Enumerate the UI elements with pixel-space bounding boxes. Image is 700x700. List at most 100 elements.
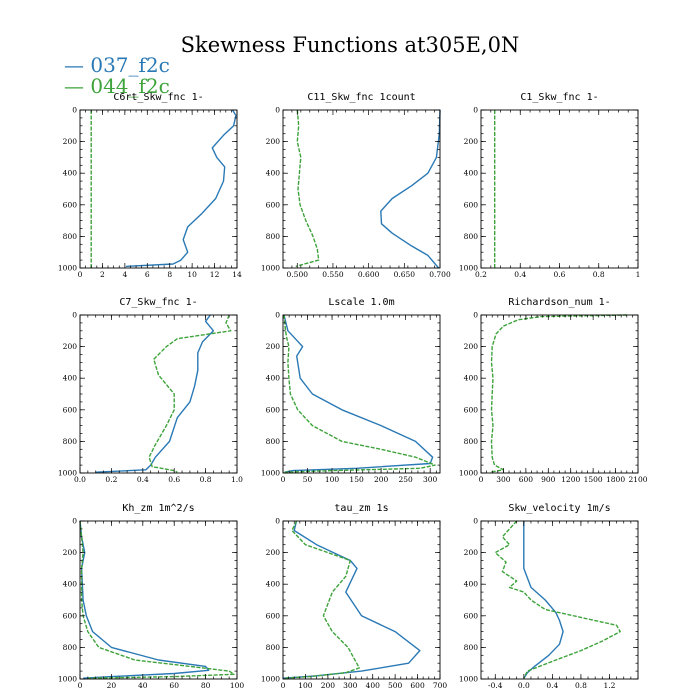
plot-frame bbox=[79, 109, 238, 269]
series-line-044_f2c bbox=[494, 520, 621, 679]
x-tick-label: 700 bbox=[433, 681, 448, 690]
x-tick-label: 80 bbox=[201, 681, 211, 690]
x-tick-label: 0.8 bbox=[593, 270, 605, 279]
x-tick-label: 20 bbox=[107, 681, 117, 690]
x-tick-label: 0.4 bbox=[514, 270, 526, 279]
y-tick-label: 0 bbox=[72, 106, 77, 115]
x-tick-label: 0.2 bbox=[105, 475, 117, 484]
y-tick-label: 1000 bbox=[261, 675, 280, 684]
x-tick-label: 0.6 bbox=[554, 270, 566, 279]
panel-title: C1_Skw_fnc 1- bbox=[520, 92, 598, 103]
y-tick-label: 600 bbox=[266, 611, 281, 620]
y-tick-label: 200 bbox=[266, 137, 281, 146]
x-tick-label: 0.4 bbox=[546, 681, 558, 690]
y-tick-label: 0 bbox=[473, 311, 478, 320]
y-tick-label: 600 bbox=[464, 405, 479, 414]
x-tick-label: 50 bbox=[303, 475, 313, 484]
x-tick-label: 40 bbox=[138, 681, 148, 690]
panel-title: tau_zm 1s bbox=[334, 503, 388, 514]
series-line-037_f2c bbox=[523, 521, 564, 679]
x-tick-label: 300 bbox=[496, 475, 511, 484]
plot-frame bbox=[282, 109, 441, 269]
series-line-044_f2c bbox=[283, 314, 436, 473]
x-tick-label: 4 bbox=[122, 270, 127, 279]
y-tick-label: 1000 bbox=[459, 675, 478, 684]
y-tick-label: 1000 bbox=[58, 264, 77, 273]
x-tick-label: 1200 bbox=[561, 475, 580, 484]
plot-frame bbox=[480, 520, 639, 680]
legend-entry-037: — 037_f2c bbox=[64, 53, 170, 77]
x-tick-label: 14 bbox=[232, 270, 242, 279]
panel-title: Lscale 1.0m bbox=[328, 297, 394, 308]
y-tick-label: 400 bbox=[266, 580, 281, 589]
x-tick-label: 1800 bbox=[606, 475, 625, 484]
x-tick-label: 0 bbox=[479, 475, 484, 484]
plot-frame bbox=[480, 109, 639, 269]
x-tick-label: 500 bbox=[388, 681, 403, 690]
y-tick-label: 1000 bbox=[459, 264, 478, 273]
series-line-044_f2c bbox=[295, 109, 320, 268]
x-tick-label: 0.6 bbox=[168, 475, 180, 484]
panel-title: Richardson_num 1- bbox=[508, 297, 610, 308]
y-tick-label: 600 bbox=[63, 405, 78, 414]
y-tick-label: 0 bbox=[275, 517, 280, 526]
plot-frame bbox=[79, 520, 238, 680]
y-tick-label: 1000 bbox=[261, 264, 280, 273]
y-tick-label: 800 bbox=[464, 232, 479, 241]
series-line-037_f2c bbox=[125, 109, 237, 268]
series-line-037_f2c bbox=[282, 520, 421, 679]
y-tick-label: 200 bbox=[266, 548, 281, 557]
y-tick-label: 400 bbox=[63, 374, 78, 383]
x-tick-label: 600 bbox=[519, 475, 534, 484]
y-tick-label: 1000 bbox=[261, 469, 280, 478]
x-tick-label: 1500 bbox=[584, 475, 603, 484]
x-tick-label: 100 bbox=[325, 475, 340, 484]
x-tick-label: 0.600 bbox=[358, 270, 380, 279]
x-tick-label: 200 bbox=[321, 681, 336, 690]
series-line-044_f2c bbox=[79, 520, 235, 679]
x-tick-label: 600 bbox=[410, 681, 425, 690]
panel-title: C6rt_Skw_fnc 1- bbox=[113, 92, 203, 103]
x-tick-label: 0 bbox=[281, 475, 286, 484]
y-tick-label: 200 bbox=[63, 342, 78, 351]
x-tick-label: 100 bbox=[298, 681, 313, 690]
y-tick-label: 600 bbox=[63, 200, 78, 209]
y-tick-label: 800 bbox=[266, 643, 281, 652]
series-line-044_f2c bbox=[489, 314, 627, 473]
x-tick-label: 0.0 bbox=[74, 475, 86, 484]
x-tick-label: 200 bbox=[374, 475, 389, 484]
y-tick-label: 0 bbox=[72, 311, 77, 320]
plot-frame bbox=[282, 314, 441, 474]
panel-title: C7_Skw_fnc 1- bbox=[119, 297, 197, 308]
x-tick-label: 1.0 bbox=[231, 475, 243, 484]
panel-2: C11_Skw_fnc 1count 0 200 400 600 800 1000 0.500… bbox=[261, 92, 451, 279]
x-tick-label: 2100 bbox=[628, 475, 647, 484]
y-tick-label: 800 bbox=[63, 437, 78, 446]
y-tick-label: 400 bbox=[464, 169, 479, 178]
y-tick-label: 200 bbox=[63, 548, 78, 557]
y-tick-label: 0 bbox=[72, 517, 77, 526]
series-line-037_f2c bbox=[79, 520, 210, 679]
x-tick-label: 0.0 bbox=[518, 681, 530, 690]
x-tick-label: 0 bbox=[78, 681, 83, 690]
y-tick-label: 400 bbox=[464, 580, 479, 589]
y-tick-label: 1000 bbox=[58, 675, 77, 684]
x-tick-label: 0 bbox=[78, 270, 83, 279]
y-tick-label: 600 bbox=[464, 611, 479, 620]
x-tick-label: 8 bbox=[167, 270, 172, 279]
x-tick-label: 1 bbox=[636, 270, 641, 279]
plot-frame bbox=[480, 314, 639, 474]
y-tick-label: 600 bbox=[266, 200, 281, 209]
y-tick-label: 200 bbox=[464, 137, 479, 146]
x-tick-label: 6 bbox=[145, 270, 150, 279]
x-tick-label: 0.650 bbox=[394, 270, 416, 279]
y-tick-label: 200 bbox=[464, 548, 479, 557]
y-tick-label: 400 bbox=[266, 374, 281, 383]
x-tick-label: 0.700 bbox=[429, 270, 451, 279]
